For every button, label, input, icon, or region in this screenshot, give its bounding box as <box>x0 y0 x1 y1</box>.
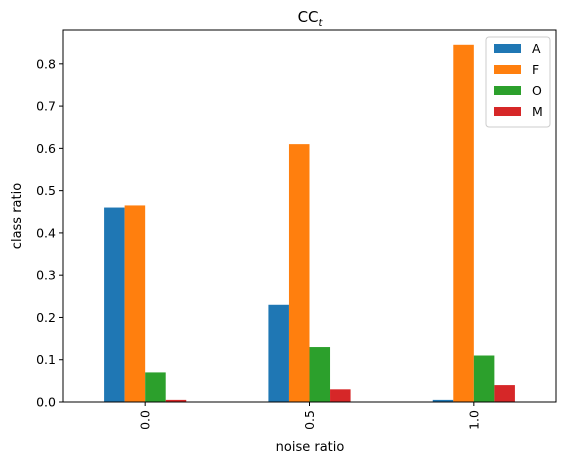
y-tick-label: 0.0 <box>36 395 56 410</box>
bar-M-0.0 <box>165 399 187 402</box>
y-tick-label: 0.8 <box>36 56 56 71</box>
x-tick-label: 0.0 <box>138 410 153 430</box>
legend-label-A: A <box>532 41 541 56</box>
bar-A-0.0 <box>104 207 125 402</box>
legend-swatch-A <box>494 44 521 53</box>
legend-label-F: F <box>532 62 539 77</box>
y-tick-label: 0.6 <box>36 141 56 156</box>
bar-A-0.5 <box>268 304 289 402</box>
y-tick-label: 0.2 <box>36 310 56 325</box>
y-axis-label: class ratio <box>10 183 25 249</box>
bar-O-0.5 <box>309 347 331 402</box>
bar-F-0.5 <box>288 144 310 403</box>
bar-O-1.0 <box>473 355 495 402</box>
bar-M-0.5 <box>330 389 351 402</box>
x-tick-label: 1.0 <box>466 410 481 430</box>
y-tick-label: 0.7 <box>36 99 56 114</box>
chart-title: CCt <box>298 8 324 29</box>
bar-A-1.0 <box>432 399 454 402</box>
legend-label-M: M <box>532 104 543 119</box>
x-tick-label: 0.5 <box>302 410 317 430</box>
legend-swatch-O <box>494 86 521 95</box>
legend-swatch-M <box>494 107 521 116</box>
x-axis-label: noise ratio <box>276 440 345 455</box>
legend-swatch-F <box>494 65 521 74</box>
bar-O-0.0 <box>145 372 166 402</box>
y-tick-label: 0.3 <box>36 268 56 283</box>
bar-M-1.0 <box>494 385 515 402</box>
legend-label-O: O <box>532 83 542 98</box>
legend-box <box>485 36 551 128</box>
bar-F-0.0 <box>124 205 146 402</box>
y-tick-label: 0.5 <box>36 183 56 198</box>
y-tick-label: 0.4 <box>36 225 56 240</box>
y-tick-label: 0.1 <box>36 352 56 367</box>
bar-F-1.0 <box>453 44 474 402</box>
